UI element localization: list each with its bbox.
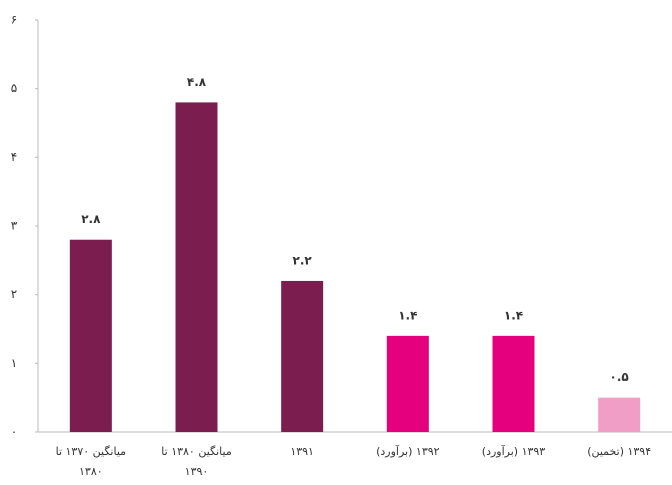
y-tick-label: ۰ <box>11 425 17 439</box>
x-tick-label: میانگین ۱۳۷۰ تا ۱۳۸۰ <box>55 445 127 478</box>
x-tick-label: ۱۳۹۳ (برآورد) <box>481 445 546 458</box>
data-label: ۰.۵ <box>610 370 629 384</box>
y-tick-label: ۵ <box>11 81 17 95</box>
data-label: ۱.۴ <box>504 308 523 322</box>
x-tick-label: ۱۳۹۲ (برآورد) <box>376 445 440 458</box>
y-tick-label: ۶ <box>11 13 17 27</box>
x-tick-label: ۱۳۹۴ (تخمین) <box>587 445 652 458</box>
x-tick-label: ۱۳۹۱ <box>290 445 314 458</box>
bar <box>492 335 535 432</box>
bar <box>175 102 218 433</box>
bar <box>598 397 641 432</box>
bar <box>69 239 112 432</box>
data-label: ۲.۸ <box>81 212 101 226</box>
y-tick-label: ۴ <box>11 150 17 164</box>
y-tick-label: ۱ <box>11 356 17 370</box>
bar <box>386 335 429 432</box>
x-tick-label: میانگین ۱۳۸۰ تا ۱۳۹۰ <box>161 445 232 478</box>
bar <box>281 280 324 432</box>
data-label: ۴.۸ <box>187 75 207 89</box>
y-tick-label: ۳ <box>11 219 18 233</box>
data-label: ۲.۲ <box>293 253 313 267</box>
y-tick-label: ۲ <box>11 287 17 301</box>
data-label: ۱.۴ <box>398 308 417 322</box>
